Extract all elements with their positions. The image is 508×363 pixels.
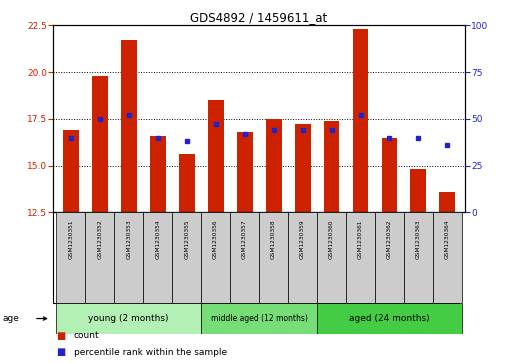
Bar [266, 119, 281, 212]
Text: GSM1230358: GSM1230358 [271, 220, 276, 259]
Bar [288, 212, 317, 303]
Bar [172, 212, 201, 303]
Text: aged (24 months): aged (24 months) [349, 314, 430, 323]
Text: GSM1230359: GSM1230359 [300, 220, 305, 259]
Text: age: age [3, 314, 19, 323]
Text: GSM1230360: GSM1230360 [329, 220, 334, 259]
Bar [404, 212, 433, 303]
Bar [143, 212, 172, 303]
Bar [259, 212, 288, 303]
Bar [382, 138, 397, 212]
Bar [63, 130, 79, 212]
Bar [324, 121, 339, 212]
Text: GSM1230351: GSM1230351 [68, 220, 73, 259]
Text: GSM1230361: GSM1230361 [358, 220, 363, 259]
Text: ■: ■ [56, 331, 65, 341]
Bar [230, 212, 259, 303]
Bar [92, 76, 108, 212]
Bar [150, 136, 166, 212]
Bar [201, 303, 317, 334]
Bar [317, 212, 346, 303]
Bar [237, 132, 252, 212]
Text: GSM1230357: GSM1230357 [242, 220, 247, 259]
Bar [317, 303, 462, 334]
Bar [439, 192, 455, 212]
Text: GSM1230364: GSM1230364 [445, 220, 450, 259]
Bar [201, 212, 230, 303]
Bar [433, 212, 462, 303]
Text: GSM1230352: GSM1230352 [97, 220, 102, 259]
Bar [56, 212, 85, 303]
Bar [85, 212, 114, 303]
Text: GSM1230363: GSM1230363 [416, 220, 421, 259]
Text: young (2 months): young (2 months) [88, 314, 169, 323]
Text: count: count [74, 331, 99, 340]
Bar [114, 212, 143, 303]
Text: GSM1230353: GSM1230353 [126, 220, 131, 259]
Bar [56, 303, 201, 334]
Bar [295, 125, 310, 212]
Bar [121, 40, 137, 212]
Bar [353, 29, 368, 212]
Text: ■: ■ [56, 347, 65, 357]
Bar [208, 100, 224, 212]
Title: GDS4892 / 1459611_at: GDS4892 / 1459611_at [190, 11, 328, 24]
Text: GSM1230362: GSM1230362 [387, 220, 392, 259]
Text: GSM1230355: GSM1230355 [184, 220, 189, 259]
Bar [179, 154, 195, 212]
Text: middle aged (12 months): middle aged (12 months) [211, 314, 307, 323]
Bar [410, 170, 426, 212]
Bar [346, 212, 375, 303]
Text: GSM1230356: GSM1230356 [213, 220, 218, 259]
Text: GSM1230354: GSM1230354 [155, 220, 160, 259]
Text: percentile rank within the sample: percentile rank within the sample [74, 348, 227, 356]
Bar [375, 212, 404, 303]
